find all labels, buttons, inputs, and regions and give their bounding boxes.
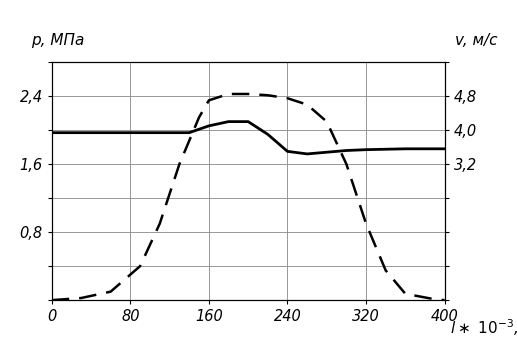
Text: p, МПа: p, МПа — [31, 33, 84, 48]
Text: v, м/с: v, м/с — [455, 33, 497, 48]
Text: $l\ast\ 10^{-3}$, М: $l\ast\ 10^{-3}$, М — [450, 317, 517, 338]
